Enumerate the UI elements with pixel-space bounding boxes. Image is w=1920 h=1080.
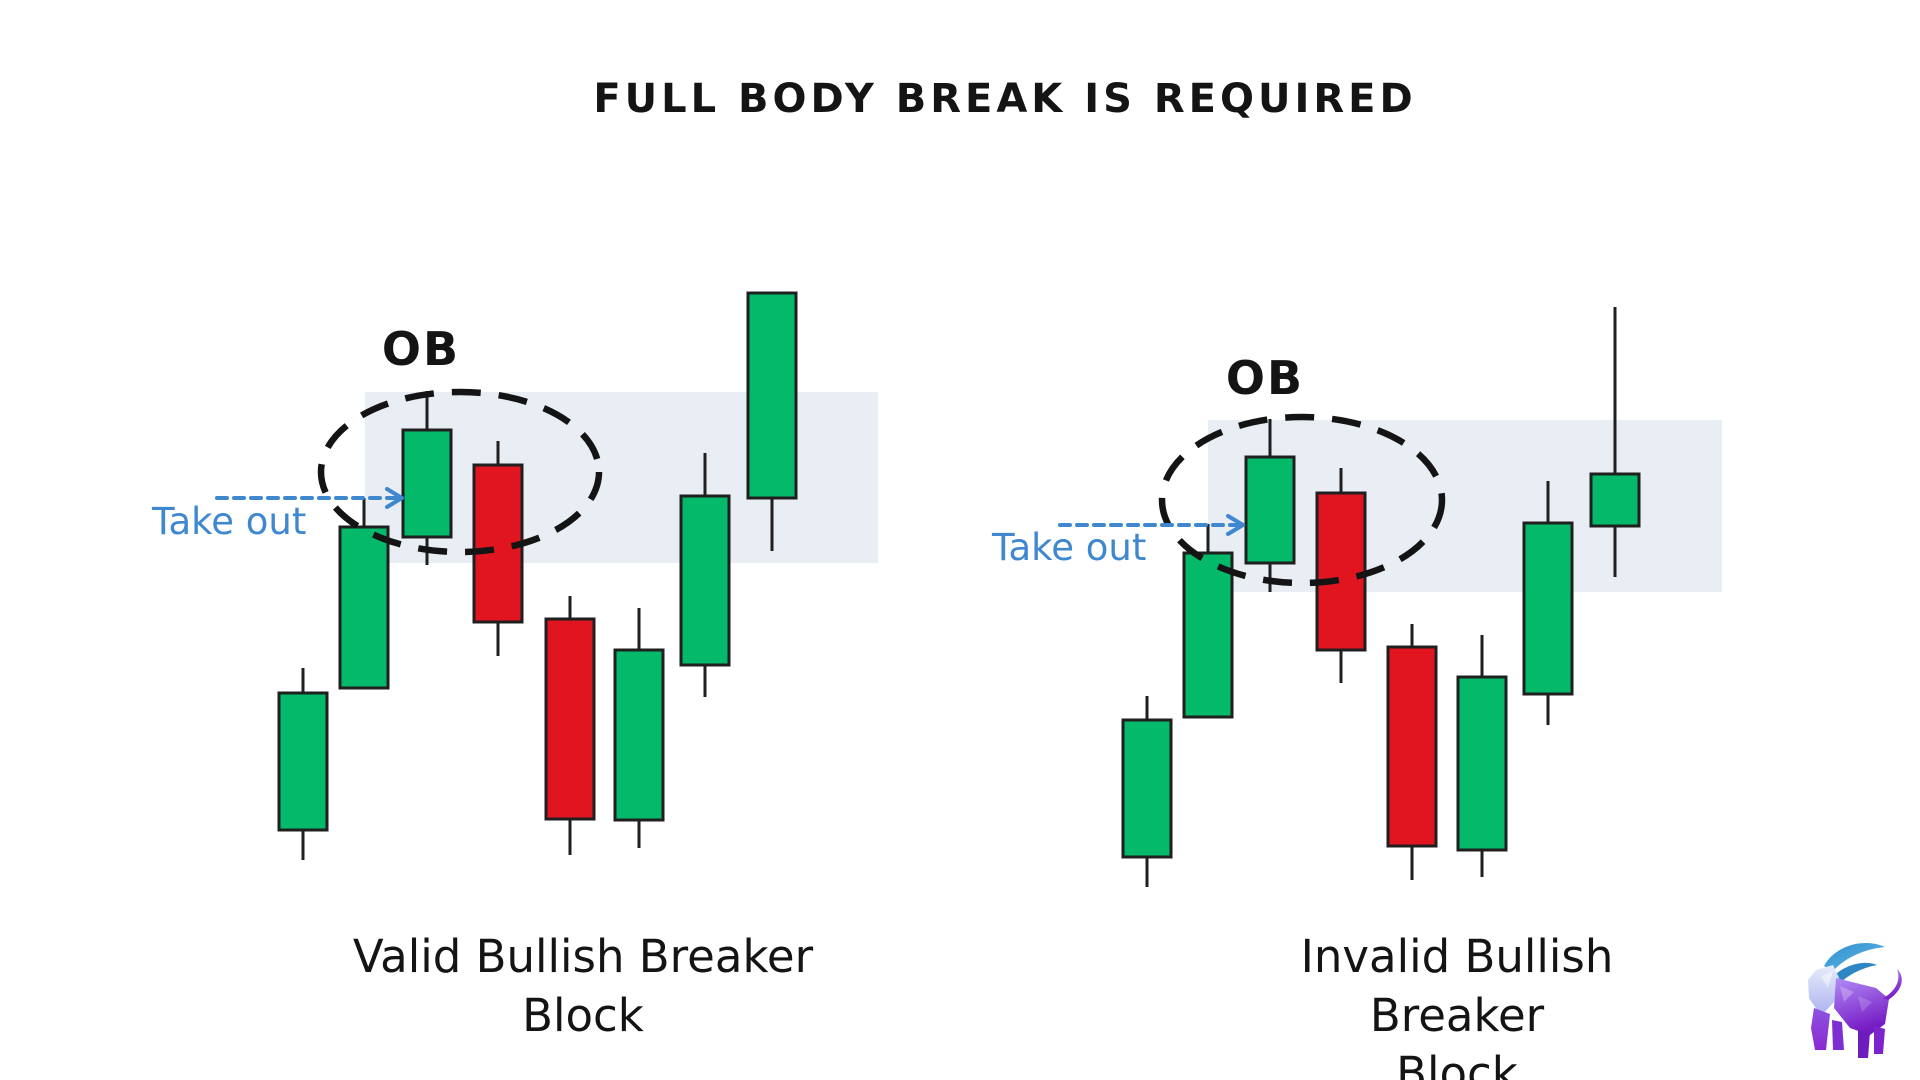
bull-logo — [1808, 942, 1902, 1058]
take-out-arrowhead-valid — [385, 487, 404, 509]
caption-invalid-line1: Invalid Bullish Breaker — [1300, 930, 1614, 1042]
candle-body-red — [544, 617, 596, 821]
candle-body-green — [338, 525, 390, 690]
candle-body-green — [679, 494, 731, 667]
candle-body-red — [472, 463, 524, 624]
take-out-arrowhead-invalid — [1226, 514, 1245, 536]
bull-tail-icon — [1883, 969, 1902, 1000]
caption-valid-line1: Valid Bullish Breaker — [352, 930, 814, 983]
candle-body-green — [1182, 551, 1234, 719]
candle-body-green — [613, 648, 665, 822]
bull-rear-leg-icon — [1858, 1030, 1870, 1058]
page-title: FULL BODY BREAK IS REQUIRED — [593, 76, 1417, 122]
bull-head-icon — [1808, 965, 1840, 1016]
bull-front-leg2-icon — [1832, 1020, 1844, 1050]
take-out-label-valid: Take out — [152, 500, 307, 543]
bull-body-icon — [1834, 978, 1889, 1035]
take-out-label-invalid: Take out — [992, 526, 1147, 569]
caption-invalid-line2: Block — [1396, 1047, 1518, 1080]
ob-label-valid: OB — [381, 322, 461, 376]
ob-ellipse-valid — [317, 388, 603, 556]
bull-horn-icon — [1824, 942, 1885, 971]
candle-body-red — [1386, 645, 1438, 848]
candle-body-green — [277, 691, 329, 832]
caption-valid-line2: Block — [522, 988, 644, 1042]
candle-body-green — [1244, 455, 1296, 565]
candle-body-green — [746, 291, 798, 500]
caption-invalid: Invalid Bullish Breaker Block — [1217, 928, 1697, 1080]
candle-body-green — [1522, 521, 1574, 696]
ob-label-invalid: OB — [1225, 351, 1305, 405]
candle-body-green — [401, 428, 453, 539]
ob-ellipse-invalid — [1158, 413, 1446, 587]
candle-body-green — [1456, 675, 1508, 852]
candle-body-green — [1121, 718, 1173, 859]
bull-front-leg-icon — [1811, 1008, 1830, 1050]
bull-horn2-icon — [1833, 962, 1877, 984]
candle-body-red — [1315, 491, 1367, 652]
candle-body-green — [1589, 472, 1641, 528]
caption-valid: Valid Bullish Breaker Block — [343, 928, 823, 1045]
bull-rear-leg2-icon — [1874, 1026, 1885, 1054]
